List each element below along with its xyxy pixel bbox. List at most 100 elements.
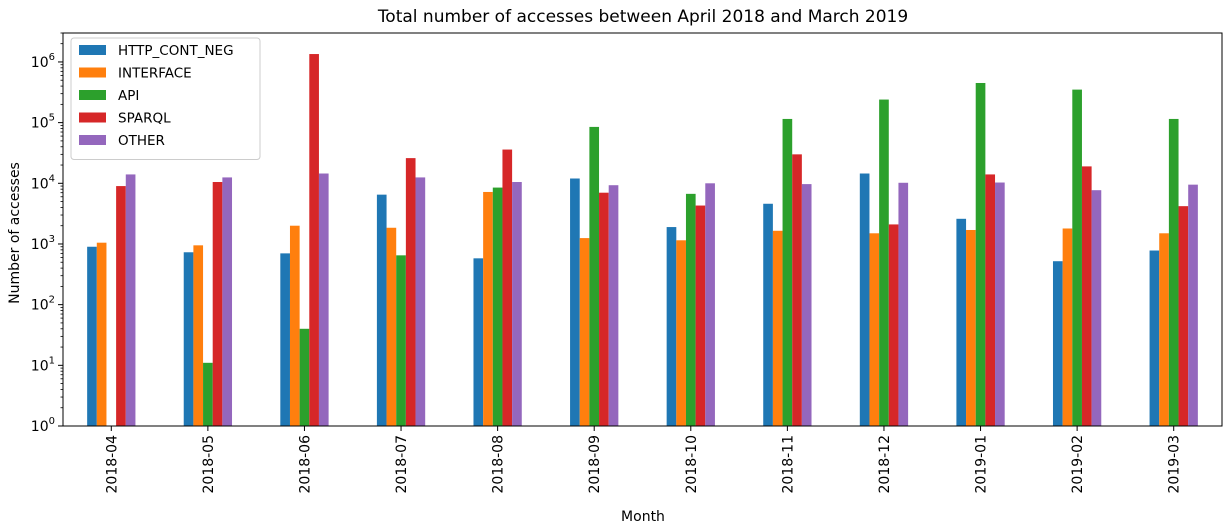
bar-sparql-2019-01 (985, 174, 996, 426)
legend-swatch (79, 67, 106, 78)
legend-box (70, 37, 261, 160)
legend-swatch (79, 112, 106, 123)
bar-interface-2018-11 (772, 230, 783, 426)
bar-other-2018-09 (608, 185, 619, 426)
legend-swatch (79, 90, 106, 100)
bar-http-cont-neg-2018-11 (763, 203, 773, 426)
bar-interface-2018-12 (869, 233, 880, 426)
bar-sparql-2018-06 (309, 54, 319, 426)
bar-http-cont-neg-2018-10 (666, 227, 677, 426)
y-tick-base: 10 (31, 237, 49, 253)
bar-other-2018-12 (898, 182, 909, 426)
bar-sparql-2018-10 (695, 205, 706, 426)
y-tick-exponent: 5 (49, 113, 55, 124)
x-tick-label: 2018-12 (877, 435, 893, 494)
legend-label: SPARQL (118, 111, 171, 127)
bar-sparql-2018-11 (792, 154, 802, 426)
bar-api-2018-05 (203, 362, 213, 426)
y-tick-exponent: 0 (49, 416, 55, 427)
x-tick-label: 2018-08 (491, 435, 507, 494)
bar-interface-2018-05 (193, 245, 204, 426)
y-tick-exponent: 4 (49, 173, 55, 184)
y-tick-base: 10 (31, 419, 49, 435)
y-tick-exponent: 1 (49, 355, 55, 366)
bar-interface-2019-01 (966, 229, 976, 426)
plot-frame (62, 32, 1223, 427)
bar-http-cont-neg-2018-07 (376, 194, 387, 426)
y-tick-label: 102 (31, 295, 55, 314)
bar-api-2018-09 (589, 126, 600, 426)
bar-interface-2018-08 (483, 191, 493, 426)
bar-interface-2019-02 (1062, 228, 1073, 426)
bar-http-cont-neg-2018-09 (570, 178, 580, 426)
x-tick-label: 2018-11 (780, 435, 796, 494)
bar-api-2018-08 (492, 187, 503, 426)
y-tick-label: 103 (31, 234, 55, 253)
bar-http-cont-neg-2018-05 (183, 252, 194, 426)
y-tick-label: 100 (31, 416, 55, 435)
legend-label: INTERFACE (118, 66, 192, 82)
x-tick-label: 2018-10 (684, 435, 700, 494)
bar-http-cont-neg-2018-04 (87, 246, 97, 426)
y-tick-base: 10 (31, 55, 49, 71)
bar-other-2018-11 (801, 184, 812, 426)
x-tick-label: 2019-02 (1070, 435, 1086, 494)
y-tick-label: 105 (31, 113, 55, 132)
bar-http-cont-neg-2018-08 (473, 258, 484, 426)
bar-sparql-2018-09 (599, 192, 609, 426)
bar-interface-2018-06 (289, 225, 300, 426)
y-tick-base: 10 (31, 176, 49, 192)
bar-api-2018-12 (879, 99, 889, 426)
y-tick-exponent: 6 (49, 52, 55, 63)
bar-other-2018-06 (318, 173, 329, 426)
legend: HTTP_CONT_NEG INTERFACE API SPARQL OTHER (70, 37, 261, 160)
bar-other-2018-10 (705, 183, 715, 426)
bar-other-2018-04 (125, 174, 136, 426)
legend-swatch (79, 135, 106, 145)
x-tick-label: 2019-01 (974, 435, 990, 494)
bar-api-2018-06 (299, 328, 310, 426)
bar-http-cont-neg-2018-12 (859, 173, 870, 426)
bar-http-cont-neg-2019-03 (1149, 250, 1160, 426)
legend-label: HTTP_CONT_NEG (118, 43, 234, 59)
bar-sparql-2018-05 (212, 182, 223, 426)
y-tick-base: 10 (31, 116, 49, 132)
bar-other-2019-03 (1188, 184, 1198, 426)
bar-interface-2018-10 (676, 240, 686, 426)
bar-http-cont-neg-2018-06 (280, 253, 290, 426)
x-tick-label: 2018-07 (394, 435, 410, 494)
bar-http-cont-neg-2019-01 (956, 218, 967, 426)
bar-other-2018-07 (415, 177, 426, 426)
y-tick-exponent: 3 (49, 234, 55, 245)
bar-http-cont-neg-2019-02 (1052, 261, 1063, 426)
y-tick-label: 106 (31, 52, 55, 71)
bar-other-2018-08 (512, 182, 522, 426)
y-tick-label: 104 (31, 173, 55, 192)
bar-sparql-2018-08 (502, 149, 513, 427)
y-tick-label: 101 (31, 355, 55, 374)
bar-api-2019-03 (1168, 118, 1179, 426)
legend-swatch (79, 45, 106, 55)
bar-sparql-2018-07 (405, 158, 416, 426)
legend-label: OTHER (118, 133, 165, 149)
y-tick-exponent: 2 (49, 295, 55, 306)
bar-sparql-2018-04 (116, 186, 126, 426)
bar-interface-2018-07 (386, 227, 397, 426)
x-tick-label: 2018-05 (201, 435, 217, 494)
bar-other-2018-05 (222, 177, 233, 426)
x-tick-label: 2018-09 (587, 435, 603, 494)
bar-api-2019-02 (1072, 89, 1082, 427)
bar-api-2019-01 (975, 82, 986, 427)
x-tick-label: 2018-06 (297, 435, 313, 494)
bar-api-2018-07 (396, 255, 406, 426)
x-axis-label: Month (621, 509, 665, 525)
bar-api-2018-11 (782, 118, 793, 426)
bar-other-2019-01 (995, 182, 1005, 426)
legend-label: API (118, 88, 139, 104)
bar-api-2018-10 (685, 193, 696, 426)
bar-other-2019-02 (1091, 190, 1102, 426)
x-axis: 2018-04 2018-05 2018-06 2018-07 2018-08 2018-… (104, 426, 1183, 494)
x-tick-label: 2019-03 (1167, 435, 1183, 494)
y-axis-label: Number of accesses (7, 162, 23, 304)
